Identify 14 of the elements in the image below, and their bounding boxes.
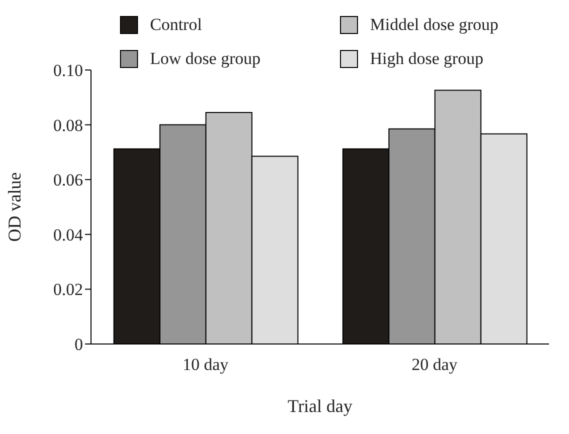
legend-label: Middel dose group [370,15,498,35]
y-tick-label: 0 [74,335,83,354]
y-tick-label: 0.08 [53,116,83,135]
legend-label: Control [150,15,202,35]
y-tick-label: 0.06 [53,170,83,190]
y-tick-label: 0.10 [53,61,83,80]
x-tick-label: 10 day [182,355,229,374]
legend-label: Low dose group [150,49,260,69]
x-tick-label: 20 day [412,355,458,374]
y-tick-label: 0.02 [53,280,83,300]
x-axis-title: Trial day [288,396,352,416]
y-axis-title: OD value [4,172,24,242]
y-tick-label: 0.04 [53,225,84,244]
legend-label: High dose group [370,49,484,69]
